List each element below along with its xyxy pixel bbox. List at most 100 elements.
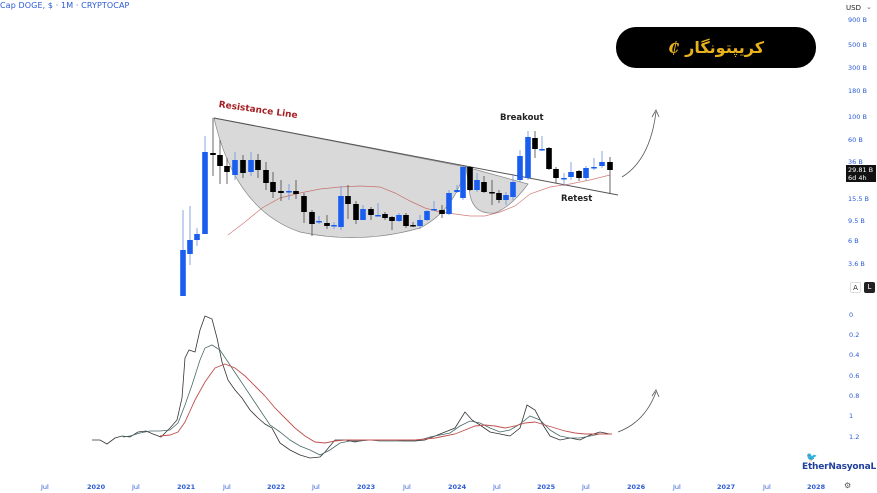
price-tick: 36 B (848, 158, 863, 166)
settings-icon[interactable]: ⚙ (844, 481, 852, 490)
crypto-c-icon: ₵ (667, 38, 680, 57)
candle (403, 215, 409, 226)
chart-title: Cap DOGE, $ · 1M · CRYPTOCAP (0, 1, 130, 10)
price-tick: 3.6 B (848, 260, 865, 268)
time-tick: Jul (312, 483, 320, 491)
candle (255, 160, 261, 170)
price-tick: 900 B (848, 16, 867, 24)
candle (539, 149, 545, 151)
current-price-tag: 29.81 B 6d 4h (846, 165, 876, 182)
time-tick: Jul (223, 483, 231, 491)
indicator-tick: 0.4 (849, 351, 860, 359)
candle (510, 182, 516, 197)
twitter-bird-icon: 🐦 (806, 453, 818, 463)
candle (180, 250, 186, 296)
price-tick: 60 B (848, 136, 863, 144)
candle (270, 182, 276, 192)
candle (474, 180, 480, 190)
price-tick: 9.5 B (848, 217, 865, 225)
price-tick: 15.5 B (848, 195, 869, 203)
candle (375, 215, 381, 217)
candle (232, 160, 238, 175)
time-tick: Jul (673, 483, 681, 491)
candle (424, 211, 430, 220)
indicator-tick: 0.8 (849, 392, 860, 400)
time-tick: 2022 (267, 483, 286, 491)
candle (396, 215, 402, 221)
candle (389, 217, 395, 221)
candle (532, 138, 538, 149)
time-tick: 2028 (807, 483, 826, 491)
candle (224, 166, 230, 172)
time-tick: 2025 (537, 483, 556, 491)
candle (460, 167, 466, 198)
candle (568, 172, 574, 177)
candle (431, 209, 437, 211)
candlestick-series (180, 118, 613, 296)
candle (309, 212, 315, 224)
price-tick: 180 B (848, 87, 867, 95)
currency-select[interactable]: USD (846, 4, 861, 12)
price-tick: 6 B (848, 237, 859, 245)
candle (360, 209, 366, 220)
candle (410, 225, 416, 227)
indicator-tick: 1 (849, 412, 854, 420)
candle-countdown: 6d 4h (848, 174, 867, 182)
candle (525, 137, 531, 178)
candle (583, 168, 589, 178)
time-tick: Jul (403, 483, 411, 491)
log-scale-button[interactable]: L (864, 282, 875, 293)
candle (599, 162, 605, 166)
indicator-tick: 0.2 (849, 331, 860, 339)
candle (553, 169, 559, 178)
auto-scale-button[interactable]: A (850, 282, 861, 293)
candle (454, 190, 460, 192)
retest-label: Retest (561, 194, 593, 204)
candle (324, 223, 330, 226)
candle (517, 156, 523, 180)
chevron-down-icon[interactable]: ⌄ (866, 3, 872, 11)
indicator-tick: 1.2 (849, 433, 860, 441)
candle (561, 178, 567, 180)
time-tick: 2020 (87, 483, 106, 491)
candle (248, 160, 254, 172)
resistance-line (213, 117, 619, 196)
oscillator-medium-line (122, 344, 610, 456)
candle (591, 167, 597, 169)
time-tick: 2026 (627, 483, 646, 491)
price-tick: 500 B (848, 41, 867, 49)
watermark: EtherNasyonaL (802, 462, 877, 472)
oscillator-arrow-up (617, 391, 657, 433)
candle (187, 240, 193, 254)
candle (286, 191, 292, 193)
candle (293, 191, 299, 194)
time-tick: Jul (493, 483, 501, 491)
time-tick: Jul (582, 483, 590, 491)
time-tick: Jul (41, 483, 49, 491)
oscillator-fast-line (92, 315, 611, 459)
candle (489, 192, 495, 194)
time-tick: 2027 (717, 483, 736, 491)
projection-arrow-up (621, 111, 657, 178)
candle (382, 214, 388, 218)
candle (503, 195, 509, 200)
indicator-tick: 0 (849, 311, 854, 319)
candle (278, 191, 284, 193)
candle (202, 152, 208, 234)
candle (316, 221, 322, 223)
candle (210, 153, 216, 155)
current-price: 29.81 B (848, 166, 874, 174)
candle (240, 160, 246, 173)
candle (301, 196, 307, 212)
time-tick: 2024 (448, 483, 467, 491)
oscillator-signal-line (159, 363, 612, 444)
candle (496, 193, 502, 200)
candle (338, 196, 344, 227)
candle (439, 210, 445, 214)
candle (345, 196, 351, 204)
time-tick: 2023 (357, 483, 376, 491)
candle (368, 209, 374, 215)
candle (576, 171, 582, 178)
candle (217, 155, 223, 166)
